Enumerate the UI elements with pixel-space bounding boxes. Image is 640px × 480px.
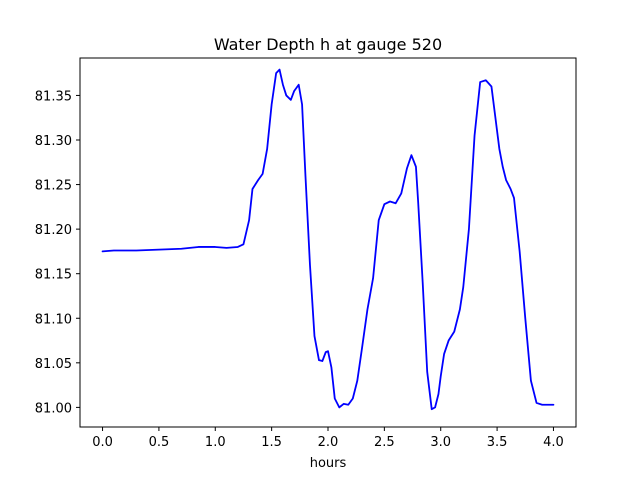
y-tick-label: 81.30 [35, 134, 72, 149]
series-line-0 [101, 68, 555, 411]
chart-title: Water Depth h at gauge 520 [214, 35, 442, 54]
x-tick-label: 3.5 [487, 435, 508, 450]
x-tick-label: 2.0 [318, 435, 339, 450]
x-tick-label: 1.0 [205, 435, 226, 450]
x-axis-label: hours [310, 456, 347, 471]
x-tick-label: 1.5 [261, 435, 282, 450]
x-tick-label: 0.5 [149, 435, 170, 450]
y-tick-label: 81.25 [35, 179, 72, 194]
y-axis: 81.00 81.05 81.10 81.15 81.20 81.25 81.30 81.35 [35, 89, 80, 416]
x-tick-label: 0.0 [92, 435, 113, 450]
x-tick-label: 3.0 [430, 435, 451, 450]
y-tick-label: 81.05 [35, 357, 72, 372]
y-tick-label: 81.10 [35, 312, 72, 327]
plot-area [79, 57, 577, 428]
x-axis: 0.0 0.5 1.0 1.5 2.0 2.5 3.0 3.5 4.0 [92, 427, 564, 450]
x-tick-label: 4.0 [543, 435, 564, 450]
y-tick-label: 81.15 [35, 268, 72, 283]
y-tick-label: 81.35 [35, 89, 72, 104]
y-tick-label: 81.20 [35, 223, 72, 238]
y-tick-label: 81.00 [35, 401, 72, 416]
axes-frame [79, 57, 577, 428]
x-tick-label: 2.5 [374, 435, 395, 450]
